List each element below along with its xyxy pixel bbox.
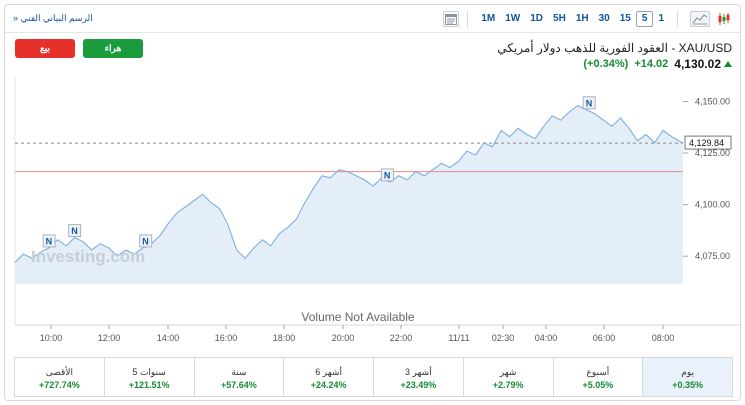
timeframe-1w-button[interactable]: 1W	[505, 13, 521, 24]
x-tick-label: 04:00	[535, 333, 558, 343]
investing-watermark: Investing.com	[31, 247, 145, 266]
area-chart-icon	[692, 14, 708, 25]
period-change: +0.35%	[672, 380, 704, 390]
period-cell[interactable]: سنة +57.64%	[195, 358, 285, 396]
current-price-label: 4,129.84	[689, 138, 724, 148]
timeframe-group: 1M 1W 1D 5H 1H 30 15 5 1	[476, 11, 669, 27]
timeframe-5h-button[interactable]: 5H	[553, 13, 566, 24]
period-cell[interactable]: أسبوع +5.05%	[554, 358, 644, 396]
period-change: +24.24%	[310, 380, 347, 390]
news-marker-icon[interactable]: N	[384, 170, 391, 180]
settings-panel-button[interactable]	[443, 11, 460, 27]
volume-not-available: Volume Not Available	[301, 310, 415, 324]
timeframe-15-button[interactable]: 15	[619, 13, 631, 24]
news-marker-icon[interactable]: N	[586, 98, 593, 108]
x-tick-label: 12:00	[98, 333, 121, 343]
y-tick-label: 4,150.00	[695, 97, 730, 107]
y-tick-label: 4,125.00	[695, 148, 730, 158]
x-tick-label: 20:00	[332, 333, 355, 343]
chart-toolbar: » الرسم البياني الفني 1M 1W 1D 5H 1H 30 15 5 1	[5, 5, 742, 33]
last-price: 4,130.02	[674, 57, 721, 71]
settings-panel-icon	[445, 13, 458, 25]
price-quote: (+0.34%) +14.02 4,130.02	[583, 56, 732, 72]
period-cell[interactable]: 6 أشهر +24.24%	[284, 358, 374, 396]
instrument-title: XAU/USD - العقود الفورية للذهب دولار أمر…	[497, 41, 732, 55]
period-label: 5 سنوات	[132, 367, 166, 377]
timeframe-1m-button[interactable]: 1M	[481, 13, 496, 24]
change-value: +14.02	[634, 58, 669, 70]
period-label: يوم	[681, 367, 694, 377]
toolbar-divider	[467, 11, 469, 27]
period-change: +57.64%	[220, 380, 257, 390]
x-tick-label: 11/11	[448, 333, 469, 343]
news-marker-box[interactable]	[68, 224, 82, 238]
news-marker-icon[interactable]: N	[46, 236, 53, 246]
period-label: أسبوع	[586, 367, 610, 377]
change-percent: (+0.34%)	[583, 58, 629, 70]
technical-chart-link-label: الرسم البياني الفني	[20, 13, 93, 23]
candlestick-button[interactable]	[714, 11, 734, 27]
y-tick-label: 4,075.00	[695, 251, 730, 261]
y-tick-label: 4,100.00	[695, 200, 730, 210]
sell-button[interactable]: بيع	[15, 39, 75, 58]
toolbar-divider	[677, 11, 678, 27]
x-tick-label: 02:30	[492, 333, 515, 343]
news-marker-box[interactable]	[139, 234, 153, 248]
period-cell[interactable]: يوم +0.35%	[643, 358, 732, 396]
chart-widget: » الرسم البياني الفني 1M 1W 1D 5H 1H 30 15 5 1	[4, 4, 742, 401]
up-arrow-icon	[724, 61, 732, 67]
timeframe-5-button[interactable]: 5	[635, 11, 654, 27]
news-marker-box[interactable]	[380, 168, 394, 182]
timeframe-1h-button[interactable]: 1H	[575, 13, 589, 24]
x-tick-label: 18:00	[273, 333, 296, 343]
period-cell[interactable]: الأقصى +727.74%	[15, 358, 105, 396]
current-price-box	[684, 135, 732, 150]
timeframe-30-button[interactable]: 30	[598, 13, 610, 24]
price-area-fill	[15, 105, 683, 283]
timeframe-1-button[interactable]: 1	[658, 13, 664, 24]
timeframe-1d-button[interactable]: 1D	[530, 13, 544, 24]
period-label: الأقصى	[45, 367, 73, 377]
period-cell[interactable]: شهر +2.79%	[464, 358, 554, 396]
price-chart[interactable]: Investing.com 4,075.004,100.004,125.004,1…	[5, 77, 742, 353]
x-tick-label: 08:00	[652, 333, 675, 343]
period-performance-bar: الأقصى +727.74% 5 سنوات +121.51% سنة +57.64% 6…	[14, 357, 733, 397]
period-change: +727.74%	[38, 380, 80, 390]
period-cell[interactable]: 3 أشهر +23.49%	[374, 358, 464, 396]
candlestick-icon	[718, 13, 730, 25]
chart-tools: 1M 1W 1D 5H 1H 30 15 5 1	[443, 10, 734, 28]
period-cell[interactable]: 5 سنوات +121.51%	[105, 358, 195, 396]
news-marker-box[interactable]	[582, 96, 596, 110]
period-change: +5.05%	[582, 380, 614, 390]
technical-chart-link[interactable]: » الرسم البياني الفني	[13, 13, 93, 24]
period-label: 6 أشهر	[315, 367, 342, 377]
x-tick-label: 10:00	[40, 333, 63, 343]
news-marker-icon[interactable]: N	[142, 236, 149, 246]
news-marker-icon[interactable]: N	[71, 226, 78, 236]
area-chart-button[interactable]	[690, 11, 710, 27]
x-tick-label: 22:00	[390, 333, 413, 343]
x-tick-label: 16:00	[215, 333, 238, 343]
x-tick-label: 14:00	[157, 333, 180, 343]
x-tick-label: 06:00	[593, 333, 616, 343]
period-label: شهر	[499, 367, 517, 377]
buy-button[interactable]: هراء	[83, 39, 143, 58]
news-marker-box[interactable]	[42, 234, 56, 248]
period-label: 3 أشهر	[405, 367, 432, 377]
period-label: سنة	[231, 367, 247, 377]
period-change: +23.49%	[400, 380, 437, 390]
period-change: +2.79%	[492, 380, 524, 390]
period-change: +121.51%	[128, 380, 170, 390]
link-chevron-icon: »	[13, 13, 19, 23]
